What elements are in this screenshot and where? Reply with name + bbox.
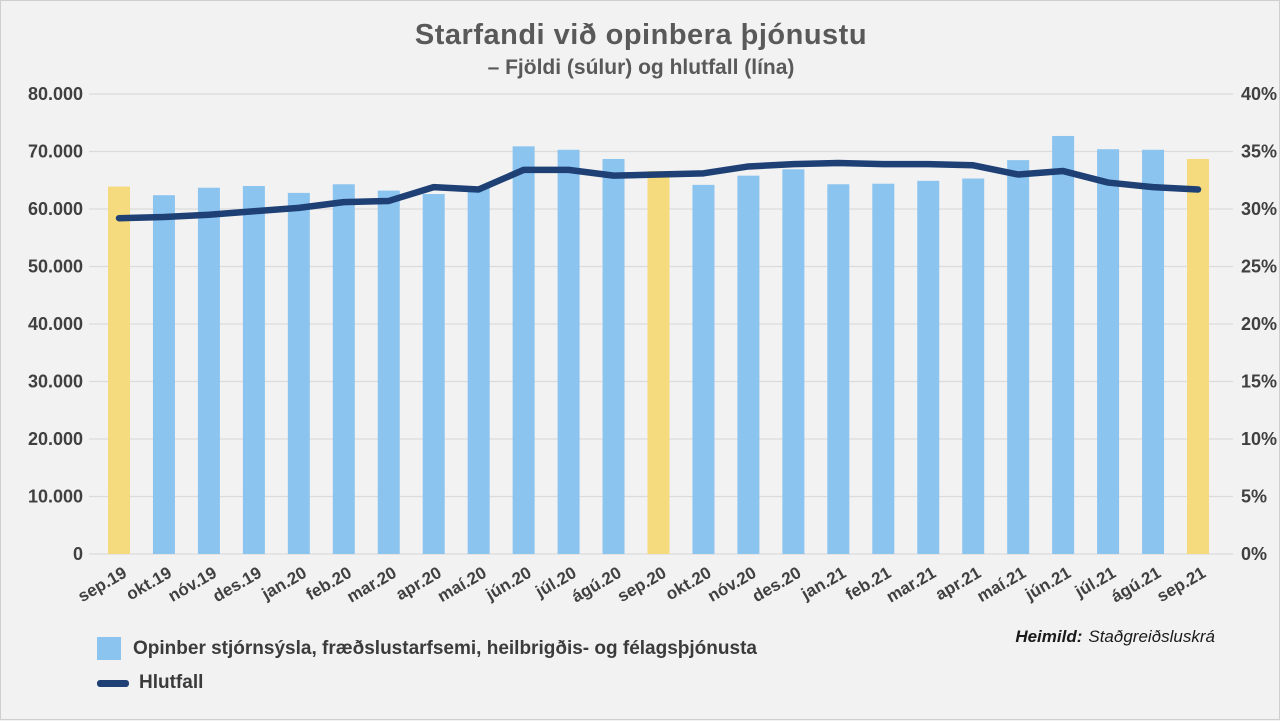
bar xyxy=(1052,135,1075,554)
right-axis-tick-label: 20% xyxy=(1241,314,1277,334)
left-axis-tick-label: 20.000 xyxy=(28,429,83,449)
x-axis-tick-label: mar.20 xyxy=(344,563,400,606)
left-axis-tick-label: 70.000 xyxy=(28,142,83,162)
legend-item-bars: Opinber stjórnsýsla, fræðslustarfsemi, h… xyxy=(97,637,757,660)
x-axis-tick-label: ágú.20 xyxy=(568,563,624,606)
chart-legend: Opinber stjórnsýsla, fræðslustarfsemi, h… xyxy=(97,637,757,706)
bar xyxy=(782,169,805,554)
x-axis-tick-label: feb.21 xyxy=(842,563,894,604)
x-axis-tick-label: jún.20 xyxy=(482,563,535,605)
x-axis-tick-label: des.19 xyxy=(210,563,265,606)
x-axis-tick-label: maí.20 xyxy=(434,563,489,606)
x-axis-tick-label: des.20 xyxy=(749,563,804,606)
x-axis-tick-label: jún.21 xyxy=(1021,563,1074,605)
bar xyxy=(467,187,490,554)
left-axis-tick-label: 60.000 xyxy=(28,199,83,219)
x-axis-tick-label: mar.21 xyxy=(883,563,939,606)
bar xyxy=(602,158,625,554)
x-axis-tick-label: jan.20 xyxy=(258,563,310,604)
bar xyxy=(108,186,130,554)
chart-subtitle: – Fjöldi (súlur) og hlutfall (lína) xyxy=(487,56,795,79)
bar xyxy=(1142,149,1165,554)
bar-series-swatch-icon xyxy=(97,637,121,660)
x-axis-tick-label: sep.19 xyxy=(75,563,130,606)
chart-title: Starfandi við opinbera þjónustu xyxy=(414,19,868,51)
bar xyxy=(512,146,535,554)
hlutfall-line xyxy=(115,159,1202,222)
x-axis-tick-label: sep.21 xyxy=(1154,563,1209,606)
x-axis-tick-label: nóv.20 xyxy=(704,563,759,606)
x-axis-tick-label: apr.20 xyxy=(393,563,445,604)
legend-label-line: Hlutfall xyxy=(139,672,204,693)
x-axis-tick-label: maí.21 xyxy=(974,563,1029,606)
right-axis-tick-label: 15% xyxy=(1241,372,1277,392)
right-axis-tick-label: 40% xyxy=(1241,84,1277,104)
bar xyxy=(557,149,580,554)
left-axis-tick-label: 30.000 xyxy=(28,372,83,392)
x-axis-tick-label: ágú.21 xyxy=(1108,563,1164,606)
chart-header: Starfandi við opinbera þjónustu – Fjöldi… xyxy=(1,19,1280,80)
right-axis-tick-label: 10% xyxy=(1241,429,1277,449)
source-text: Staðgreiðsluskrá xyxy=(1088,627,1215,646)
right-axis-tick-label: 35% xyxy=(1241,142,1277,162)
bar xyxy=(197,187,220,554)
right-axis-tick-label: 0% xyxy=(1241,544,1267,564)
right-axis-tick-label: 25% xyxy=(1241,257,1277,277)
bar xyxy=(647,171,670,555)
source-label: Heimild: xyxy=(1015,627,1083,646)
bar xyxy=(332,184,355,554)
left-axis-tick-label: 10.000 xyxy=(28,487,83,507)
bar xyxy=(1097,149,1120,554)
bar xyxy=(422,194,445,555)
x-axis-tick-label: okt.19 xyxy=(123,563,175,604)
bar xyxy=(242,186,265,554)
x-axis-tick-label: apr.21 xyxy=(932,563,984,604)
left-axis-tick-label: 50.000 xyxy=(28,257,83,277)
bar xyxy=(962,178,985,554)
bar xyxy=(827,184,850,554)
x-axis-tick-label: sep.20 xyxy=(614,563,669,606)
x-axis-tick-label: nóv.19 xyxy=(165,563,220,606)
left-axis-tick-label: 40.000 xyxy=(28,314,83,334)
right-axis-tick-label: 5% xyxy=(1241,487,1267,507)
bar xyxy=(377,190,400,554)
x-axis-tick-label: okt.20 xyxy=(662,563,714,604)
bar xyxy=(287,192,310,554)
bar xyxy=(737,175,760,554)
left-axis-tick-label: 80.000 xyxy=(28,84,83,104)
bar xyxy=(917,180,940,554)
bar xyxy=(152,195,175,554)
legend-label-bars: Opinber stjórnsýsla, fræðslustarfsemi, h… xyxy=(133,637,757,659)
left-axis-tick-label: 0 xyxy=(73,544,83,564)
source-note: Heimild: Staðgreiðsluskrá xyxy=(1015,627,1215,647)
line-series-swatch-icon xyxy=(97,679,129,687)
legend-item-line: Hlutfall xyxy=(97,672,757,694)
bar xyxy=(692,184,715,554)
bar xyxy=(1007,160,1030,554)
bar xyxy=(872,183,895,554)
right-axis-tick-label: 30% xyxy=(1241,199,1277,219)
x-axis-tick-label: feb.20 xyxy=(303,563,355,604)
x-axis-tick-label: jan.21 xyxy=(797,563,849,604)
bar xyxy=(1187,158,1209,554)
